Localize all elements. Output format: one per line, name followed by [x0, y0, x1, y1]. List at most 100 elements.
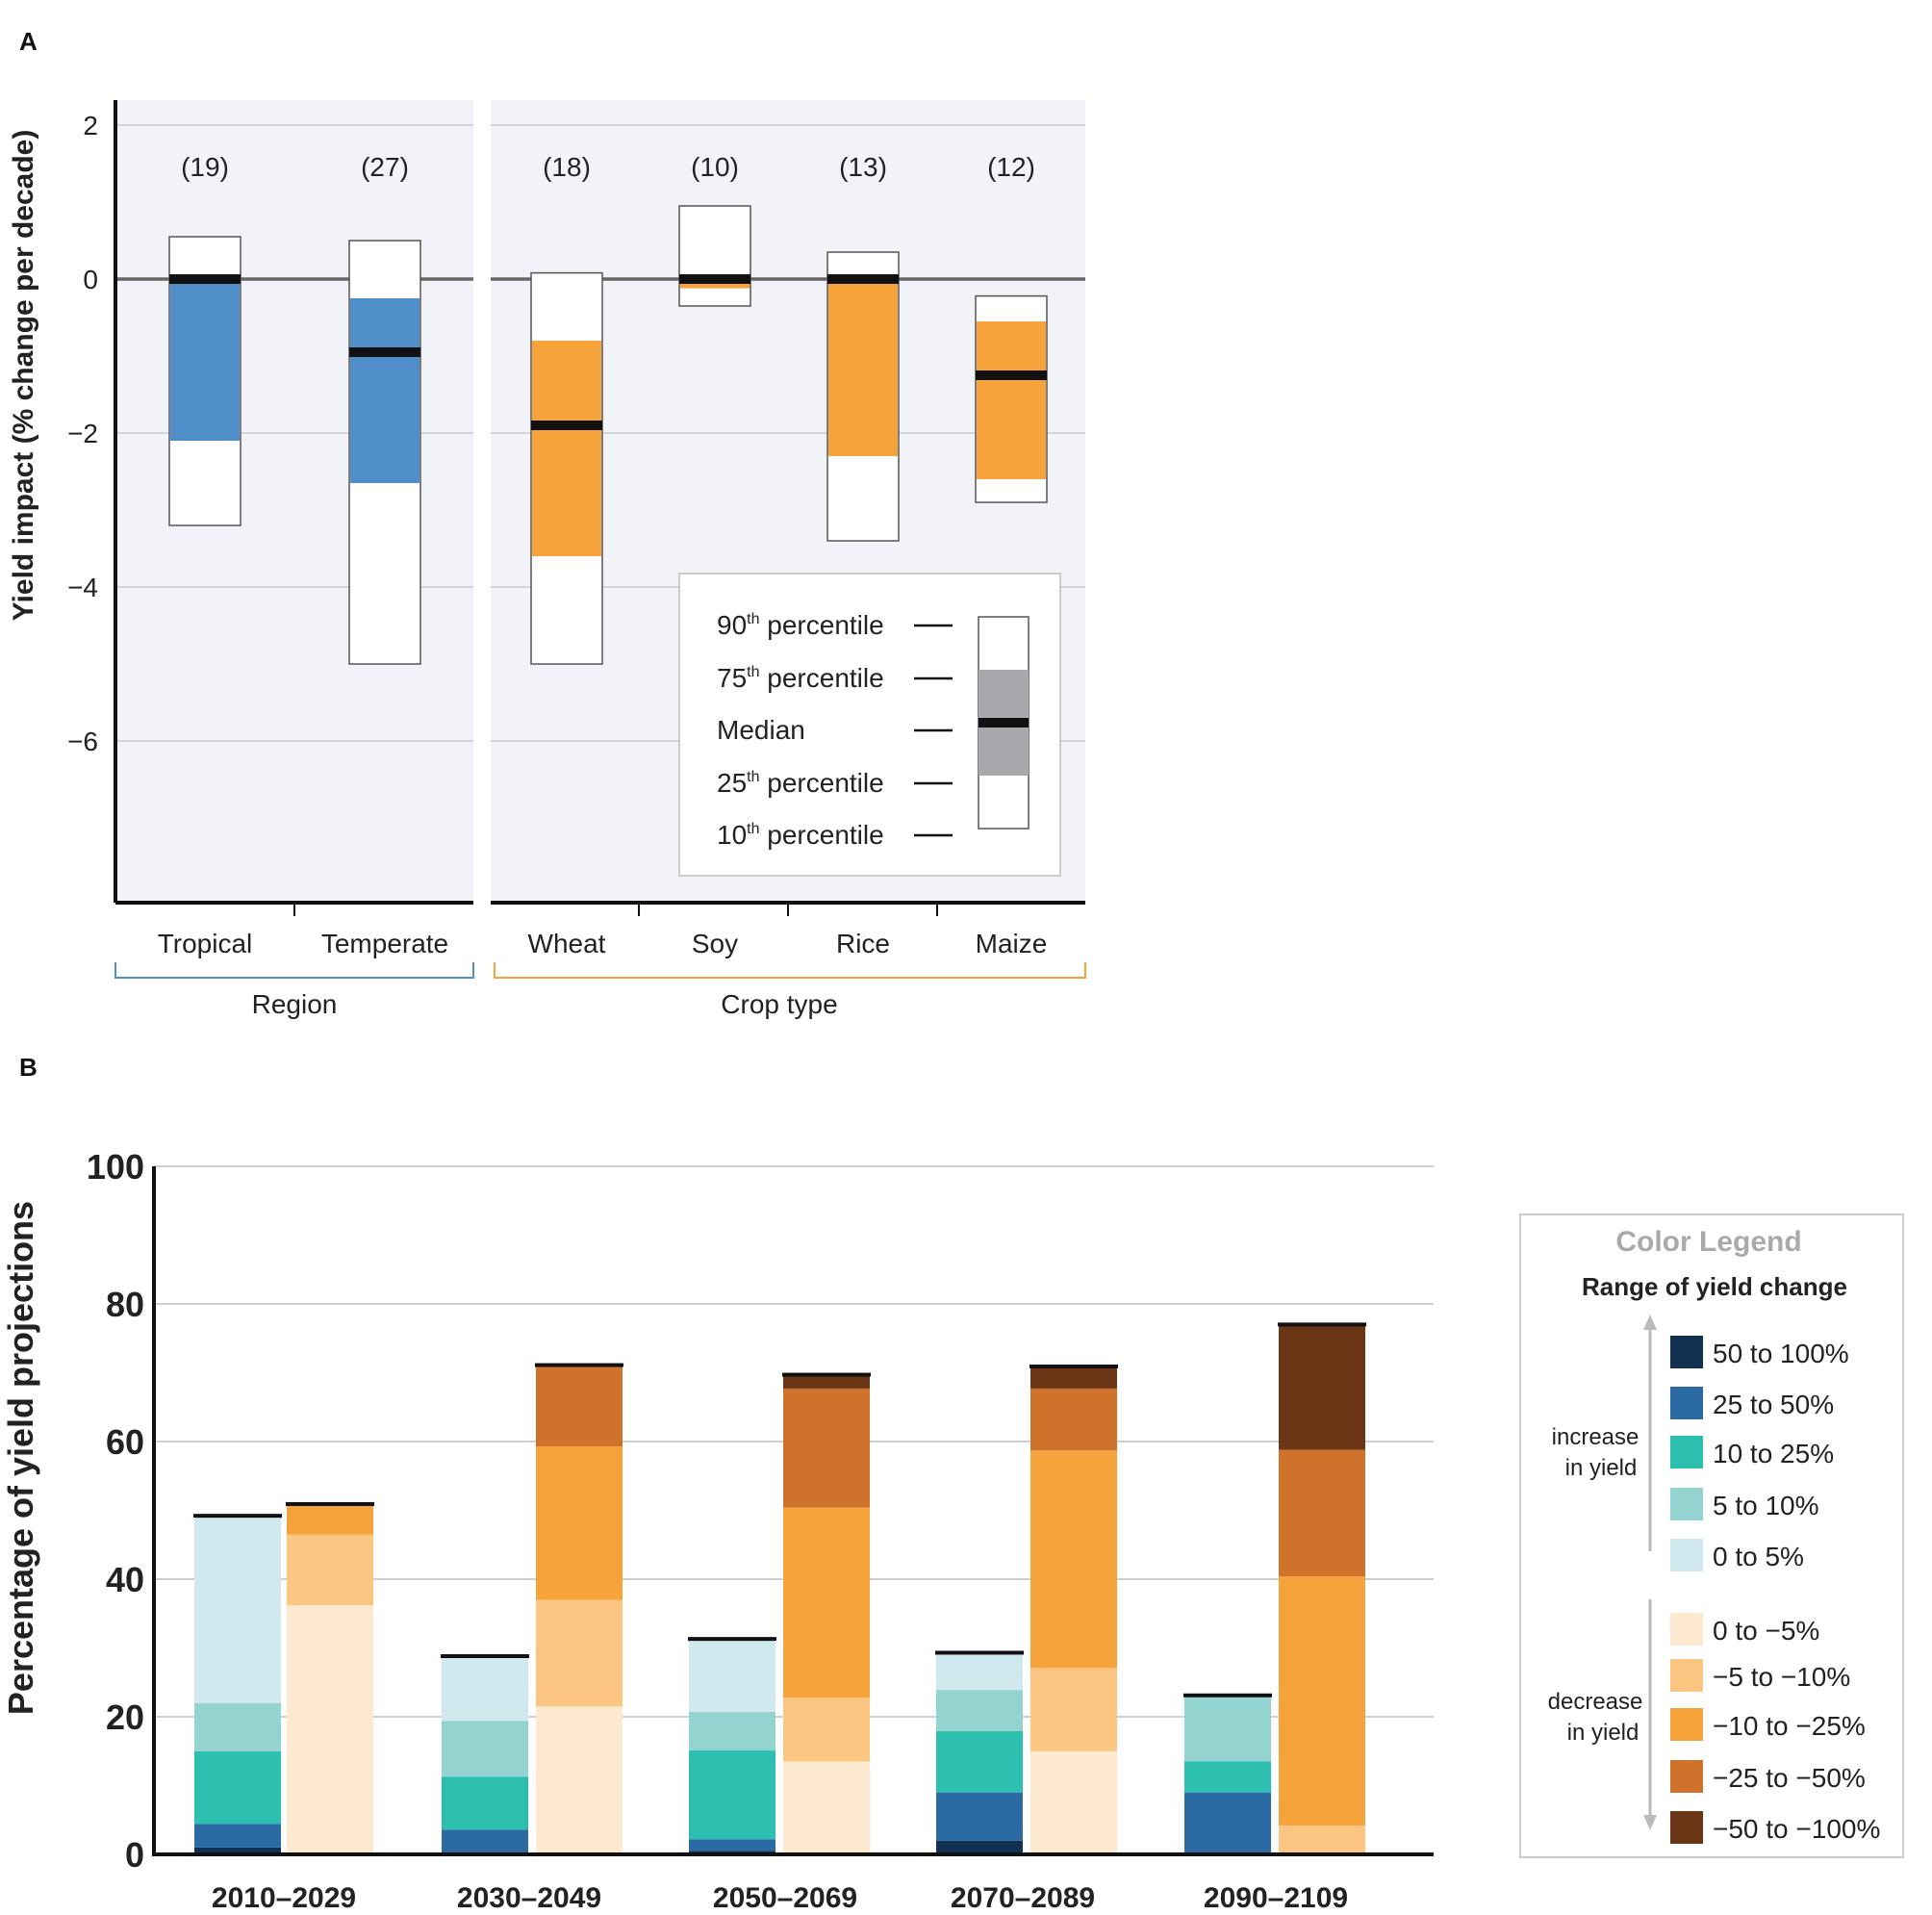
bar-segment: [287, 1505, 373, 1535]
legend-swatch: [1670, 1708, 1703, 1741]
bar-segment: [194, 1750, 281, 1825]
legend-label: 0 to −5%: [1713, 1616, 1819, 1646]
x-tick-label: Wheat: [528, 929, 606, 958]
bar-segment: [1030, 1367, 1117, 1389]
legend-label: 0 to 5%: [1713, 1542, 1804, 1571]
sample-count: (27): [361, 152, 409, 182]
bar-segment: [1279, 1825, 1365, 1854]
color-legend: Color Legend Range of yield change incre…: [1519, 1213, 1904, 1858]
legend-swatch: [1670, 1387, 1703, 1419]
x-tick-label: Maize: [976, 929, 1048, 958]
increase-bar: [193, 1514, 282, 1854]
decrease-bar: [1278, 1322, 1366, 1854]
bar-segment: [287, 1534, 373, 1606]
bar-segment: [1030, 1450, 1117, 1669]
legend-label: −25 to −50%: [1713, 1763, 1866, 1793]
increase-bar: [1183, 1693, 1272, 1854]
y-tick-label: −6: [67, 727, 98, 756]
bar-segment: [536, 1366, 623, 1447]
panel-a-y-axis-label: Yield impact (% change per decade): [8, 130, 39, 622]
bar-segment: [194, 1847, 281, 1854]
y-tick-label: −2: [67, 419, 98, 448]
panel-b-label: B: [19, 1053, 38, 1082]
sample-count: (18): [543, 152, 591, 182]
bar-segment: [287, 1605, 373, 1854]
legend-swatch: [1670, 1488, 1703, 1520]
y-tick-label: −4: [67, 573, 98, 602]
bar-segment: [194, 1702, 281, 1751]
legend-sample-median: [979, 718, 1029, 728]
bar-top-cap: [782, 1372, 871, 1377]
bar-segment: [1030, 1750, 1117, 1854]
legend-label: 5 to 10%: [1713, 1491, 1819, 1520]
bar-segment: [1279, 1449, 1365, 1577]
bar-segment: [536, 1446, 623, 1600]
sample-count: (13): [839, 152, 887, 182]
bar-segment: [442, 1829, 528, 1854]
percentile-legend-label: 25th percentile: [717, 768, 884, 798]
legend-swatch: [1670, 1760, 1703, 1793]
bar-segment: [536, 1599, 623, 1707]
bar-segment: [783, 1388, 870, 1508]
color-legend-subtitle: Range of yield change: [1582, 1272, 1847, 1301]
median-line: [827, 274, 899, 284]
increase-label-line2: in yield: [1565, 1455, 1638, 1481]
sample-count: (19): [181, 152, 229, 182]
x-tick-label: 2030–2049: [457, 1882, 601, 1914]
decrease-label-line2: in yield: [1567, 1720, 1640, 1746]
bar-segment: [936, 1653, 1023, 1691]
bar-segment: [1030, 1668, 1117, 1751]
legend-label: 10 to 25%: [1713, 1439, 1834, 1468]
sample-count: (10): [691, 152, 739, 182]
bar-segment: [442, 1721, 528, 1777]
median-line: [349, 347, 420, 357]
y-tick-label: 100: [87, 1147, 144, 1187]
decrease-bar: [286, 1501, 374, 1854]
bar-top-cap: [1278, 1322, 1366, 1327]
region-group-label: Region: [252, 989, 338, 1019]
percentile-legend-label: 90th percentile: [717, 610, 884, 640]
box-tropical: [168, 236, 242, 526]
legend-label: −50 to −100%: [1713, 1814, 1880, 1844]
box-maize: [975, 294, 1048, 503]
legend-label: −10 to −25%: [1713, 1711, 1866, 1741]
sample-count: (12): [987, 152, 1035, 182]
box-wheat: [530, 271, 603, 665]
legend-swatch: [1670, 1613, 1703, 1646]
y-tick-label: 0: [83, 265, 98, 294]
increase-bar: [688, 1637, 776, 1854]
bar-segment: [1184, 1761, 1271, 1793]
bar-segment: [783, 1507, 870, 1698]
legend-swatch: [1670, 1811, 1703, 1844]
y-tick-label: 20: [106, 1698, 144, 1737]
y-tick-label: 40: [106, 1560, 144, 1599]
decrease-bar: [1030, 1364, 1118, 1854]
bar-segment: [936, 1690, 1023, 1732]
bar-top-cap: [286, 1501, 374, 1506]
percentile-legend-label: 75th percentile: [717, 663, 884, 693]
legend-label: −5 to −10%: [1713, 1662, 1850, 1692]
median-line: [531, 421, 602, 430]
y-tick-label: 80: [106, 1285, 144, 1324]
bar-segment: [689, 1711, 775, 1751]
box-soy: [678, 205, 751, 307]
interquartile-box: [977, 321, 1046, 479]
bar-segment: [536, 1706, 623, 1854]
panel-b-y-axis-label: Percentage of yield projections: [1, 1201, 40, 1715]
down-arrow-icon: [1643, 1815, 1657, 1830]
up-arrow-icon: [1643, 1315, 1657, 1330]
legend-swatch: [1670, 1659, 1703, 1692]
legend-swatch: [1670, 1436, 1703, 1468]
x-tick-label: 2010–2029: [212, 1882, 356, 1914]
bar-segment: [783, 1376, 870, 1389]
median-line: [169, 274, 241, 284]
interquartile-box: [828, 279, 898, 456]
x-tick-label: 2050–2069: [713, 1882, 857, 1914]
increase-bar: [935, 1650, 1024, 1854]
bar-segment: [783, 1761, 870, 1854]
legend-label: 50 to 100%: [1713, 1339, 1849, 1368]
bar-top-cap: [193, 1514, 282, 1519]
legend-label: 25 to 50%: [1713, 1390, 1834, 1419]
decrease-label-line1: decrease: [1548, 1689, 1643, 1715]
interquartile-box: [170, 279, 240, 441]
